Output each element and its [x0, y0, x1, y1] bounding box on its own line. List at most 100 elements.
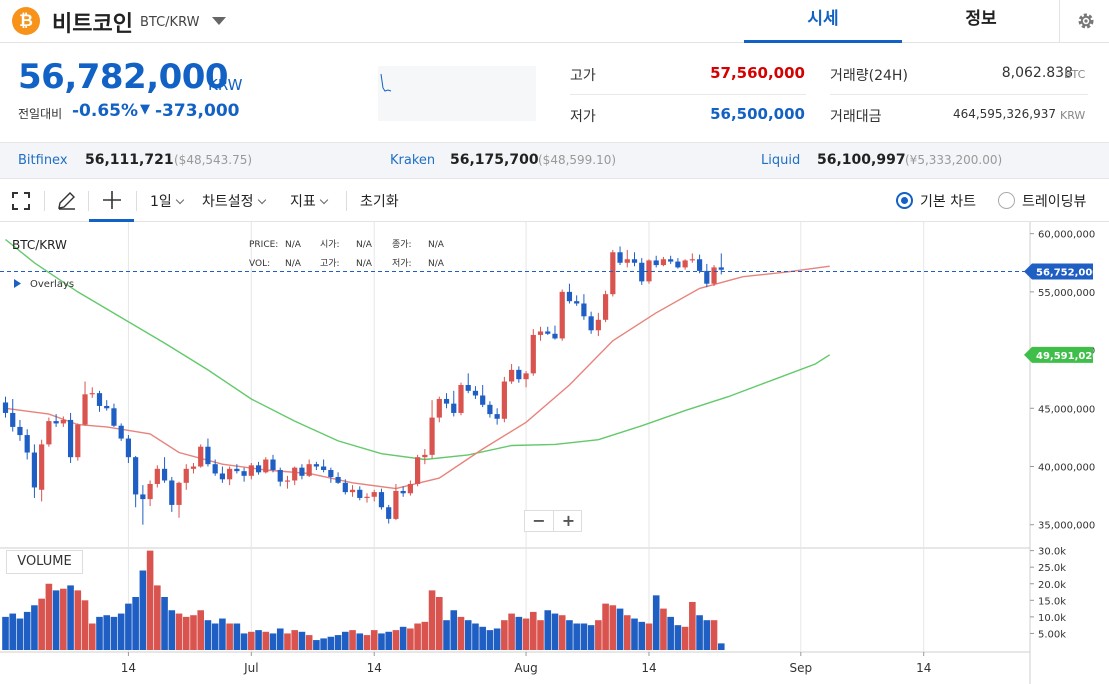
volume-bar — [464, 620, 472, 650]
candle-body — [277, 469, 283, 482]
y-tick-label: 55,000,000 — [1038, 288, 1095, 299]
volume-bar — [370, 630, 378, 650]
change-percent: -0.65% — [72, 101, 139, 121]
volume-bar — [450, 610, 458, 650]
overlays-label: Overlays — [30, 279, 74, 290]
volume-tick-label: 25.0k — [1038, 563, 1066, 574]
tab-info[interactable]: 정보 — [965, 9, 997, 29]
pencil-icon[interactable] — [56, 191, 76, 211]
zoom-out-button[interactable]: − — [525, 511, 554, 531]
candle-body — [67, 419, 74, 458]
volume-bar — [443, 620, 450, 650]
stats-divider — [570, 94, 806, 95]
chevron-down-icon[interactable] — [212, 17, 226, 25]
candle-body — [89, 393, 95, 395]
basic-chart-label[interactable]: 기본 차트 — [920, 194, 976, 210]
candle-body — [169, 480, 175, 505]
change-amount: -373,000 — [155, 101, 240, 121]
y-tick-label: 35,000,000 — [1038, 521, 1095, 532]
candle-body — [472, 390, 479, 396]
volume-bar — [457, 616, 465, 650]
tradingview-label[interactable]: 트레이딩뷰 — [1022, 194, 1087, 210]
chart-settings-dropdown[interactable]: 차트설정 — [202, 191, 266, 211]
volume-bar — [493, 628, 501, 650]
volume-bar — [16, 618, 24, 650]
volume-bar — [219, 618, 226, 650]
coin-pair[interactable]: BTC/KRW — [140, 15, 200, 30]
candle-body — [451, 403, 457, 413]
candle-body — [602, 294, 609, 320]
candle-body — [255, 465, 262, 473]
moving-average-tag-label: 49,591,020 — [1036, 351, 1099, 362]
candle-body — [198, 446, 204, 467]
candle-body — [689, 259, 695, 261]
header-bar: ₿ 비트코인 BTC/KRW 시세 정보 — [0, 0, 1109, 43]
candle-body — [566, 291, 573, 302]
candle-body — [263, 459, 269, 473]
candle-body — [443, 398, 450, 404]
volume-bar — [551, 613, 559, 650]
candle-body — [104, 405, 110, 409]
exchange-price: 56,111,721 — [85, 152, 174, 168]
volume-bar — [544, 610, 552, 650]
ohlc-high-label: 고가: — [320, 258, 340, 269]
exchange-name[interactable]: Kraken — [390, 153, 436, 168]
volume-bar — [414, 623, 421, 650]
indicators-dropdown[interactable]: 지표 — [290, 191, 329, 211]
volume-label: 거래량(24H) — [830, 68, 908, 84]
volume-toggle-button[interactable]: VOLUME — [6, 550, 83, 574]
volume-bar — [38, 598, 45, 650]
price-chart[interactable]: 14Jul14Aug14Sep1460,000,00055,000,00050,… — [0, 222, 1109, 684]
volume-bar — [327, 636, 335, 650]
volume-bar — [211, 623, 219, 650]
ohlc-open-value: N/A — [356, 240, 373, 250]
current-price-tag-label: 56,752,000 — [1036, 267, 1099, 278]
volume-bar — [399, 626, 407, 650]
candle-body — [241, 471, 247, 476]
basic-chart-radio[interactable] — [896, 192, 913, 209]
volume-bar — [573, 623, 580, 650]
volume-bar — [385, 631, 392, 650]
volume-bar — [168, 610, 176, 650]
crosshair-active-indicator — [89, 219, 134, 222]
volume-bar — [45, 583, 53, 650]
volume-bar — [356, 633, 364, 650]
exchange-price: 56,175,700 — [450, 152, 539, 168]
exchange-name[interactable]: Liquid — [761, 153, 801, 168]
moving-average-tag — [1024, 346, 1093, 363]
turnover-unit: KRW — [1060, 109, 1086, 122]
candle-body — [494, 414, 500, 419]
candle-body — [668, 259, 674, 262]
crosshair-icon[interactable] — [102, 190, 122, 210]
interval-dropdown[interactable]: 1일 — [150, 191, 185, 211]
reset-button[interactable]: 초기화 — [360, 194, 399, 210]
volume-bar — [638, 621, 646, 650]
current-price: 56,782,000 — [18, 57, 229, 97]
settings-button[interactable] — [1059, 0, 1109, 43]
fullscreen-icon[interactable] — [12, 192, 30, 210]
exchange-prices-bar: Bitfinex 56,111,721 ($48,543.75) Kraken … — [0, 142, 1109, 179]
volume-bar — [392, 630, 400, 650]
candle-body — [270, 459, 276, 470]
chart-settings-label: 차트설정 — [202, 194, 254, 210]
candle-body — [523, 373, 529, 380]
toolbar-divider — [346, 191, 347, 211]
exchange-name[interactable]: Bitfinex — [18, 153, 68, 168]
volume-bar — [486, 630, 494, 650]
volume-bar — [529, 611, 537, 650]
tab-market[interactable]: 시세 — [744, 0, 902, 43]
candle-body — [480, 395, 486, 405]
volume-bar — [710, 620, 718, 650]
zoom-in-button[interactable]: + — [561, 511, 576, 530]
high-value: 57,560,000 — [710, 64, 805, 82]
down-arrow-icon: ▼ — [140, 102, 150, 117]
candle-body — [31, 452, 38, 488]
ohlc-low-value: N/A — [428, 259, 445, 269]
candle-body — [458, 385, 464, 413]
volume-bar — [660, 608, 667, 650]
tradingview-radio[interactable] — [998, 192, 1015, 209]
volume-bar — [595, 620, 602, 650]
turnover-label: 거래대금 — [830, 109, 882, 125]
candle-body — [400, 490, 406, 494]
